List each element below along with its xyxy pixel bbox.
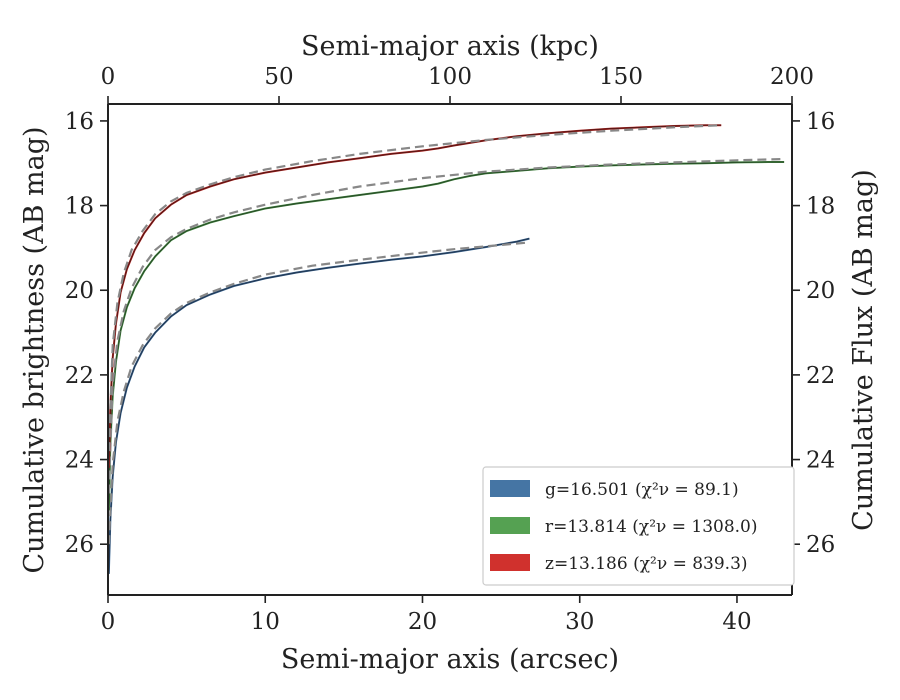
model-line-g: [107, 241, 530, 545]
right-y-axis-label: Cumulative Flux (AB mag): [848, 169, 879, 531]
left-y-tick-label: 20: [65, 278, 94, 304]
x-axis-label: Semi-major axis (arcsec): [281, 644, 619, 675]
right-y-tick-label: 22: [806, 363, 835, 389]
top-x-tick-label: 0: [101, 64, 116, 90]
left-y-tick-label: 26: [65, 532, 94, 558]
left-y-tick-label: 18: [65, 194, 94, 220]
top-x-tick-label: 100: [428, 64, 472, 90]
right-y-tick-label: 16: [806, 109, 835, 135]
series-inner-line-r: [108, 161, 785, 511]
x-tick-label: 10: [251, 609, 280, 635]
legend: g=16.501 (χ²ν = 89.1) r=13.814 (χ²ν = 130…: [482, 466, 795, 586]
right-y-tick-label: 18: [806, 194, 835, 220]
series-line-g: [107, 237, 530, 574]
legend-label-g: g=16.501 (χ²ν = 89.1): [545, 480, 739, 500]
model-line-r: [107, 157, 785, 494]
legend-swatch-r: [490, 517, 530, 534]
legend-swatch-z: [490, 554, 530, 571]
right-y-tick-label: 24: [806, 448, 835, 474]
top-x-axis-label: Semi-major axis (kpc): [301, 31, 599, 62]
series-inner-line-g: [108, 237, 530, 574]
right-y-tick-label: 20: [806, 278, 835, 304]
x-tick-label: 20: [408, 609, 437, 635]
model-line-z: [107, 124, 722, 452]
x-tick-label: 30: [565, 609, 594, 635]
top-x-tick-label: 150: [599, 64, 643, 90]
right-y-tick-label: 26: [806, 532, 835, 558]
plot-area: [107, 124, 785, 574]
left-y-tick-label: 16: [65, 109, 94, 135]
left-y-tick-label: 24: [65, 448, 94, 474]
legend-frame: [482, 466, 795, 586]
ticks: 0 10 20 30 40 0 50 100 150 200 16 16 18 18 20 20 22 22 24 2…: [65, 64, 836, 635]
left-y-axis-label: Cumulative brightness (AB mag): [19, 126, 50, 573]
series-line-r: [107, 161, 785, 511]
top-x-tick-label: 200: [770, 64, 814, 90]
legend-label-z: z=13.186 (χ²ν = 839.3): [545, 554, 748, 574]
top-x-tick-label: 50: [264, 64, 293, 90]
legend-swatch-g: [490, 480, 530, 497]
legend-label-r: r=13.814 (χ²ν = 1308.0): [545, 517, 758, 537]
x-tick-label: 0: [101, 609, 116, 635]
series-inner-line-z: [108, 124, 722, 469]
x-tick-label: 40: [722, 609, 751, 635]
left-y-tick-label: 22: [65, 363, 94, 389]
